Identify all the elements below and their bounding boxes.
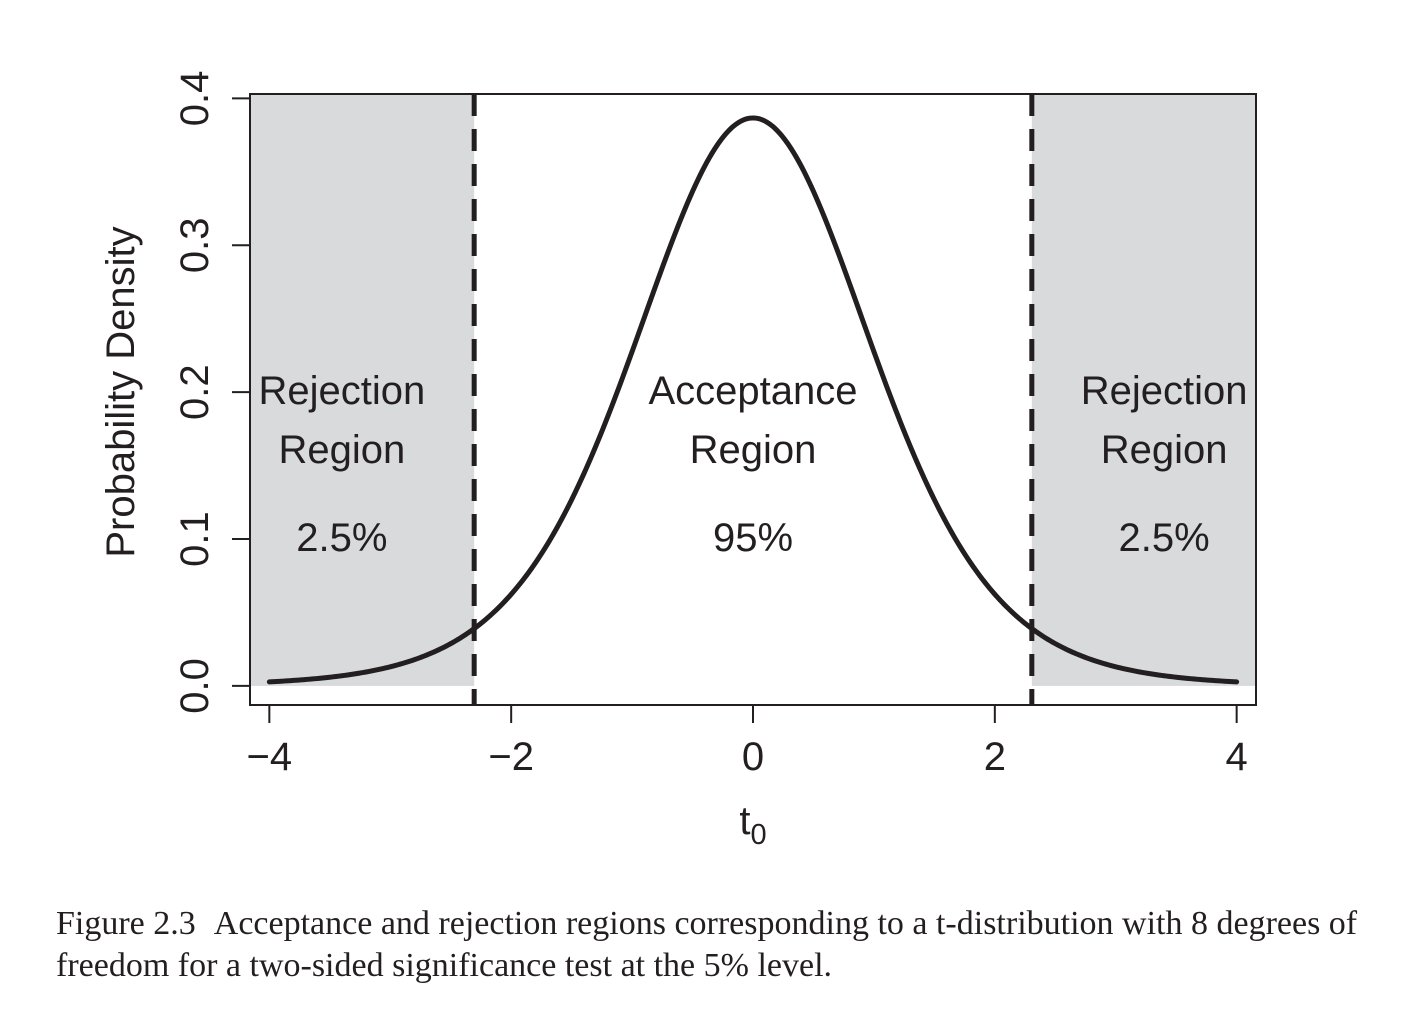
acceptance-region-subtitle-center: Region bbox=[690, 428, 817, 472]
y-tick-label: 0.3 bbox=[173, 217, 217, 273]
rejection-region-title-left: Rejection bbox=[259, 369, 426, 413]
figure-caption-text: Acceptance and rejection regions corresp… bbox=[56, 905, 1358, 984]
y-tick-label: 0.1 bbox=[173, 511, 217, 567]
rejection-region-subtitle-right: Region bbox=[1101, 428, 1228, 472]
rejection-region-percent-right: 2.5% bbox=[1119, 516, 1210, 560]
rejection-region-shade-left bbox=[250, 94, 475, 686]
y-tick-label: 0.0 bbox=[173, 658, 217, 714]
y-axis-title: Probability Density bbox=[99, 226, 143, 557]
figure-caption: Figure 2.3 Acceptance and rejection regio… bbox=[56, 903, 1376, 987]
acceptance-region-title-center: Acceptance bbox=[648, 369, 857, 413]
rejection-region-shade-right bbox=[1031, 94, 1256, 686]
acceptance-region-percent-center: 95% bbox=[713, 516, 793, 560]
x-tick-label: 2 bbox=[984, 735, 1006, 779]
y-tick-label: 0.2 bbox=[173, 364, 217, 420]
x-axis-title-subscript: 0 bbox=[750, 819, 766, 851]
x-axis-title: t0 bbox=[739, 799, 766, 851]
rejection-region-subtitle-left: Region bbox=[279, 428, 406, 472]
plot-area: −4 −2 0 2 4 0.0 0.1 0.2 0.3 0.4 Rejection Region 2.5… bbox=[173, 71, 1257, 779]
x-tick-label: 0 bbox=[742, 735, 764, 779]
figure-caption-label: Figure 2.3 bbox=[56, 905, 196, 942]
y-tick-label: 0.4 bbox=[173, 71, 217, 127]
x-tick-label: −4 bbox=[247, 735, 293, 779]
density-curve bbox=[266, 115, 1240, 685]
rejection-region-percent-left: 2.5% bbox=[296, 516, 387, 560]
x-axis-title-main: t bbox=[739, 799, 750, 843]
x-tick-label: −2 bbox=[488, 735, 534, 779]
x-tick-label: 4 bbox=[1226, 735, 1248, 779]
rejection-region-title-right: Rejection bbox=[1081, 369, 1248, 413]
